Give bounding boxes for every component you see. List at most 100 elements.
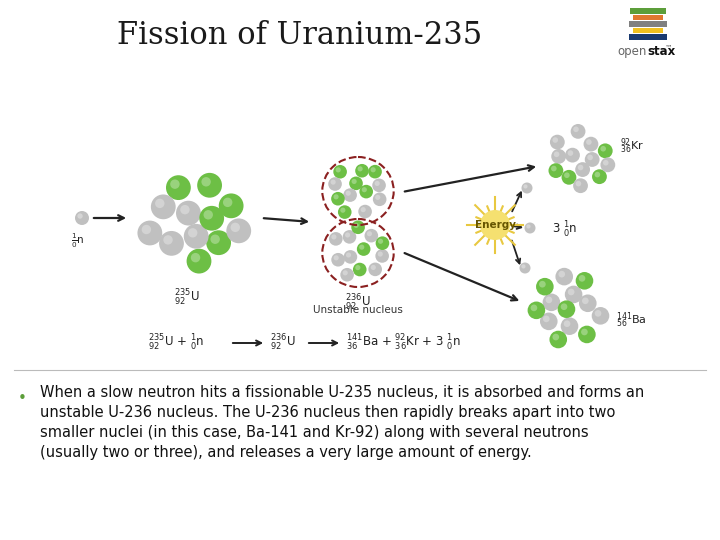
Circle shape bbox=[364, 229, 378, 242]
Circle shape bbox=[361, 187, 367, 192]
Text: stax: stax bbox=[647, 45, 675, 58]
Text: Unstable nucleus: Unstable nucleus bbox=[313, 305, 403, 315]
Circle shape bbox=[359, 205, 372, 218]
Circle shape bbox=[345, 232, 350, 238]
Circle shape bbox=[230, 222, 240, 232]
Circle shape bbox=[371, 167, 376, 172]
Circle shape bbox=[375, 249, 389, 263]
Circle shape bbox=[166, 175, 191, 200]
Circle shape bbox=[191, 253, 200, 262]
Circle shape bbox=[598, 144, 613, 158]
Text: smaller nuclei (in this case, Ba-141 and Kr-92) along with several neutrons: smaller nuclei (in this case, Ba-141 and… bbox=[40, 425, 589, 440]
Text: $^{236}_{92}$U: $^{236}_{92}$U bbox=[345, 293, 371, 313]
Circle shape bbox=[151, 194, 176, 219]
Circle shape bbox=[77, 213, 83, 219]
Circle shape bbox=[588, 154, 593, 160]
Circle shape bbox=[600, 146, 606, 152]
Text: (usually two or three), and releases a very large amount of energy.: (usually two or three), and releases a v… bbox=[40, 445, 532, 460]
Circle shape bbox=[376, 237, 390, 250]
Circle shape bbox=[378, 239, 383, 244]
Circle shape bbox=[564, 172, 570, 178]
Circle shape bbox=[341, 207, 346, 213]
Text: $^{235}_{92}$U: $^{235}_{92}$U bbox=[174, 288, 200, 308]
Circle shape bbox=[552, 334, 559, 340]
Circle shape bbox=[343, 270, 348, 275]
Circle shape bbox=[558, 300, 575, 318]
Circle shape bbox=[561, 318, 578, 335]
Circle shape bbox=[524, 222, 536, 233]
Circle shape bbox=[585, 152, 600, 167]
Circle shape bbox=[371, 265, 376, 270]
Circle shape bbox=[355, 164, 369, 178]
Circle shape bbox=[577, 165, 583, 170]
Bar bbox=[630, 8, 666, 14]
Text: •: • bbox=[17, 391, 27, 406]
Text: 3 $^{1}_{0}$n: 3 $^{1}_{0}$n bbox=[552, 220, 577, 240]
Circle shape bbox=[331, 192, 345, 206]
Circle shape bbox=[583, 137, 598, 152]
Circle shape bbox=[531, 305, 537, 311]
Circle shape bbox=[375, 195, 380, 200]
Circle shape bbox=[75, 211, 89, 225]
Circle shape bbox=[579, 294, 597, 312]
Circle shape bbox=[540, 313, 557, 330]
Circle shape bbox=[573, 178, 588, 193]
Circle shape bbox=[361, 207, 366, 212]
Circle shape bbox=[564, 320, 570, 327]
Text: Energy: Energy bbox=[474, 220, 516, 230]
Circle shape bbox=[564, 286, 582, 303]
Circle shape bbox=[351, 179, 356, 184]
Circle shape bbox=[536, 278, 554, 295]
Circle shape bbox=[581, 329, 588, 335]
Circle shape bbox=[573, 126, 579, 132]
Text: $^{92}_{36}$Kr: $^{92}_{36}$Kr bbox=[620, 136, 644, 156]
Circle shape bbox=[523, 184, 528, 188]
Text: $^{141}_{56}$Ba: $^{141}_{56}$Ba bbox=[616, 310, 647, 330]
Circle shape bbox=[549, 330, 567, 348]
Circle shape bbox=[528, 301, 545, 319]
Circle shape bbox=[343, 230, 356, 244]
Circle shape bbox=[576, 181, 581, 186]
Circle shape bbox=[578, 326, 595, 343]
Circle shape bbox=[155, 199, 164, 208]
Circle shape bbox=[561, 303, 567, 310]
Circle shape bbox=[202, 177, 211, 186]
Circle shape bbox=[562, 170, 576, 185]
Circle shape bbox=[176, 201, 201, 226]
Circle shape bbox=[210, 234, 220, 244]
Circle shape bbox=[328, 177, 342, 191]
Text: Fission of Uranium-235: Fission of Uranium-235 bbox=[117, 19, 482, 51]
Circle shape bbox=[526, 225, 531, 228]
Circle shape bbox=[138, 220, 162, 245]
Circle shape bbox=[184, 224, 209, 249]
Circle shape bbox=[539, 281, 546, 288]
Circle shape bbox=[575, 162, 590, 177]
Circle shape bbox=[336, 167, 341, 172]
Text: $^{141}_{36}$Ba + $^{92}_{36}$Kr + 3 $^{1}_{0}$n: $^{141}_{36}$Ba + $^{92}_{36}$Kr + 3 $^{… bbox=[346, 333, 461, 353]
Circle shape bbox=[353, 263, 366, 276]
Circle shape bbox=[197, 173, 222, 198]
Circle shape bbox=[603, 160, 608, 166]
Circle shape bbox=[546, 296, 552, 303]
Circle shape bbox=[343, 250, 357, 264]
Circle shape bbox=[199, 206, 224, 231]
Circle shape bbox=[520, 262, 531, 273]
Circle shape bbox=[180, 205, 189, 214]
Circle shape bbox=[565, 148, 580, 163]
Circle shape bbox=[333, 255, 339, 260]
Circle shape bbox=[223, 198, 233, 207]
Circle shape bbox=[142, 225, 151, 234]
Circle shape bbox=[333, 165, 347, 179]
Circle shape bbox=[568, 288, 575, 295]
Circle shape bbox=[163, 235, 173, 245]
Circle shape bbox=[359, 185, 373, 198]
Text: $^{235}_{92}$U + $^{1}_{0}$n: $^{235}_{92}$U + $^{1}_{0}$n bbox=[148, 333, 204, 353]
Circle shape bbox=[555, 268, 573, 286]
Circle shape bbox=[351, 220, 365, 234]
Bar bbox=[629, 34, 667, 39]
Circle shape bbox=[600, 158, 616, 172]
Circle shape bbox=[552, 137, 558, 143]
Circle shape bbox=[170, 179, 179, 189]
Circle shape bbox=[592, 169, 607, 184]
Text: When a slow neutron hits a fissionable U-235 nucleus, it is absorbed and forms a: When a slow neutron hits a fissionable U… bbox=[40, 385, 644, 400]
